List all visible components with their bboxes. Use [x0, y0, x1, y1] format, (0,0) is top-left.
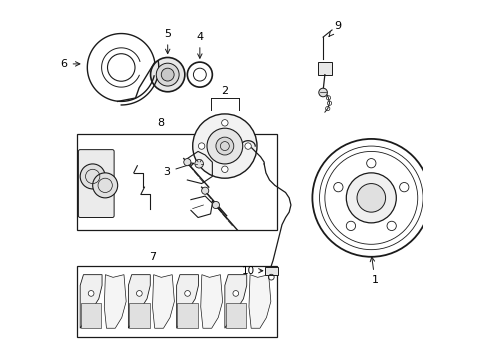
Text: 8: 8 — [157, 118, 164, 128]
Circle shape — [150, 58, 184, 92]
Text: 1: 1 — [369, 257, 378, 285]
Circle shape — [333, 183, 342, 192]
Circle shape — [399, 183, 408, 192]
Circle shape — [201, 187, 208, 194]
Circle shape — [93, 173, 118, 198]
Circle shape — [386, 221, 395, 230]
FancyBboxPatch shape — [78, 150, 114, 217]
Circle shape — [221, 166, 227, 172]
Polygon shape — [80, 275, 102, 328]
Polygon shape — [104, 275, 126, 328]
Circle shape — [366, 158, 375, 168]
Bar — [129, 303, 149, 328]
Polygon shape — [152, 275, 174, 328]
Circle shape — [206, 128, 242, 164]
Polygon shape — [201, 275, 222, 328]
Circle shape — [198, 143, 204, 149]
Polygon shape — [176, 275, 198, 328]
Circle shape — [136, 291, 142, 296]
Circle shape — [346, 221, 355, 230]
Text: 5: 5 — [164, 29, 171, 54]
Circle shape — [244, 143, 251, 149]
Text: 4: 4 — [196, 32, 203, 58]
Bar — [77, 266, 276, 337]
Bar — [177, 303, 197, 328]
Circle shape — [346, 173, 395, 223]
Polygon shape — [128, 275, 150, 328]
Text: 3: 3 — [163, 162, 193, 177]
Bar — [264, 267, 277, 275]
Circle shape — [216, 137, 233, 155]
Circle shape — [318, 88, 326, 97]
Circle shape — [183, 158, 190, 166]
Circle shape — [232, 291, 238, 296]
Circle shape — [184, 291, 190, 296]
Circle shape — [88, 291, 94, 296]
Text: 6: 6 — [61, 59, 80, 69]
Circle shape — [161, 68, 174, 81]
Bar — [77, 134, 276, 230]
Circle shape — [212, 202, 219, 208]
Text: 10: 10 — [241, 266, 262, 276]
Bar — [81, 303, 101, 328]
Polygon shape — [248, 275, 270, 328]
Text: 7: 7 — [149, 252, 156, 262]
Circle shape — [156, 63, 179, 86]
Circle shape — [194, 159, 203, 168]
Circle shape — [221, 120, 227, 126]
Circle shape — [80, 164, 105, 189]
Polygon shape — [224, 275, 246, 328]
Text: 9: 9 — [328, 21, 340, 36]
Circle shape — [192, 114, 257, 178]
Circle shape — [356, 184, 385, 212]
Text: 2: 2 — [221, 86, 228, 96]
Bar — [317, 62, 331, 75]
Bar — [225, 303, 245, 328]
